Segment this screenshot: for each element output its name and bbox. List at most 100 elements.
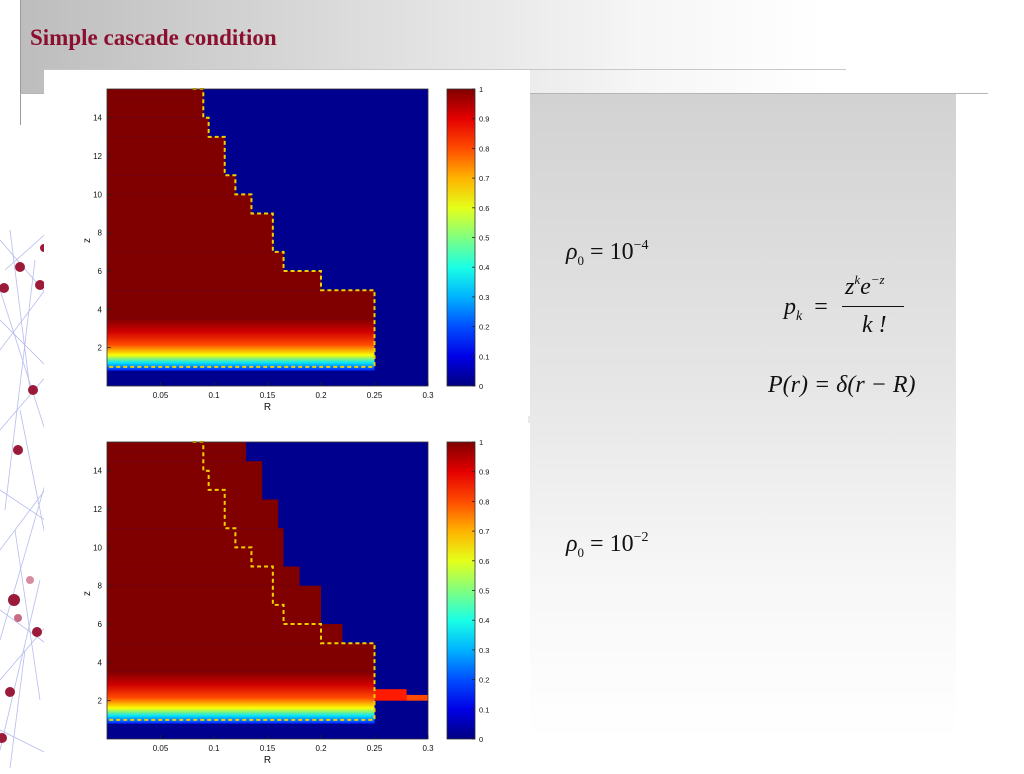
colorbar-tick-label: 0.7 (479, 527, 489, 536)
transition-band (107, 671, 375, 724)
y-tick-label: 2 (98, 344, 103, 353)
cascade-region-cell (107, 451, 247, 462)
cascade-region-cell (107, 271, 321, 291)
colorbar-tick-label: 0.8 (479, 144, 489, 153)
pk-subscript: k (796, 309, 803, 324)
colorbar-tick-label: 0.1 (479, 352, 489, 361)
colorbar-tick-label: 0.5 (479, 234, 489, 243)
y-axis-label: z (82, 238, 93, 243)
cascade-region-cell (107, 442, 247, 452)
y-tick-label: 4 (98, 658, 103, 667)
x-tick-label: 0.3 (422, 391, 434, 400)
colorbar-tick-label: 0.2 (479, 676, 489, 685)
x-tick-label: 0.15 (260, 391, 276, 400)
heatmap-chart-top: 0.05 0.1 0.15 0.2 0.25 0.3 2 4 6 8 10 12 14 Rz 0 0.1 0.2… (82, 85, 489, 413)
cascade-region-cell (107, 499, 279, 529)
y-tick-label: 10 (93, 543, 102, 552)
colorbar-tick-label: 0.5 (479, 587, 489, 596)
colorbar (446, 88, 476, 387)
equals-sign: = (590, 239, 604, 265)
cascade-region-cell (107, 213, 273, 252)
cascade-region-cell (107, 566, 300, 586)
y-tick-label: 12 (93, 505, 102, 514)
cascade-region-cell (107, 194, 252, 214)
delta-distribution-equation: P(r) = δ(r − R) (768, 372, 916, 398)
colorbar-tick-label: 0 (479, 382, 483, 391)
colorbar-tick-label: 0.2 (479, 323, 489, 332)
pk-equals: = (814, 294, 828, 320)
x-tick-label: 0.1 (208, 744, 220, 753)
pk-num-exp: −z (870, 272, 885, 287)
colorbar-tick-label: 0.6 (479, 557, 489, 566)
rho-exponent: −2 (633, 530, 649, 545)
colorbar-tick-label: 0.3 (479, 293, 489, 302)
cascade-region-cell (107, 585, 321, 625)
rho-base: 10 (609, 531, 634, 557)
cascade-region-cell (107, 528, 284, 567)
x-tick-label: 0.3 (422, 744, 434, 753)
heatmap-chart-bottom: 0.05 0.1 0.15 0.2 0.25 0.3 2 4 6 8 10 12 14 Rz 0 0.1 0.2… (82, 438, 489, 766)
cascade-region-cell (107, 251, 284, 272)
rho-equation-top: ρ0 = 10−4 (566, 238, 648, 269)
transition-band (406, 694, 428, 701)
cascade-region-cell (107, 461, 263, 500)
transition-band (107, 318, 375, 371)
colorbar-tick-label: 1 (479, 85, 483, 94)
pk-num-z: z (845, 274, 855, 300)
x-tick-label: 0.05 (153, 391, 169, 400)
colorbar-tick-label: 0.1 (479, 705, 489, 714)
colorbar-tick-label: 0.7 (479, 174, 489, 183)
cascade-region-cell (107, 290, 375, 319)
pk-num-e: e (860, 274, 871, 300)
fraction-bar (842, 306, 904, 307)
cascade-region-cell (107, 624, 343, 644)
cascade-region-cell (107, 89, 204, 99)
colorbar-tick-label: 0.9 (479, 115, 489, 124)
rho-subscript: 0 (577, 253, 585, 268)
pk-denominator: k ! (862, 312, 887, 338)
x-tick-label: 0.2 (315, 391, 327, 400)
cascade-region-cell (107, 175, 236, 195)
rho-equation-bottom: ρ0 = 10−2 (566, 530, 648, 561)
colorbar-tick-label: 1 (479, 438, 483, 447)
y-tick-label: 10 (93, 190, 102, 199)
y-tick-label: 4 (98, 305, 103, 314)
y-tick-label: 8 (98, 229, 103, 238)
equation-panel (528, 94, 956, 740)
colorbar-tick-label: 0.4 (479, 616, 489, 625)
cascade-region-cell (107, 136, 225, 176)
pk-num-k: k (854, 272, 861, 287)
header-edge-line (20, 0, 21, 125)
pk-symbol: p (784, 294, 796, 320)
rho-subscript: 0 (577, 545, 585, 560)
x-tick-label: 0.25 (367, 391, 383, 400)
y-tick-label: 8 (98, 582, 103, 591)
colorbar-tick-label: 0.3 (479, 646, 489, 655)
x-axis-label: R (264, 402, 271, 413)
pk-lhs: pk = (784, 294, 828, 325)
x-tick-label: 0.25 (367, 744, 383, 753)
transition-band (374, 689, 407, 701)
x-tick-label: 0.2 (315, 744, 327, 753)
rho-symbol: ρ (566, 239, 578, 265)
rho-symbol: ρ (566, 531, 578, 557)
x-tick-label: 0.05 (153, 744, 169, 753)
rho-base: 10 (609, 239, 634, 265)
y-tick-label: 14 (93, 467, 102, 476)
cascade-region-cell (107, 117, 209, 137)
colorbar-tick-label: 0.9 (479, 468, 489, 477)
y-tick-label: 12 (93, 152, 102, 161)
colorbar-tick-label: 0 (479, 735, 483, 744)
slide-title: Simple cascade condition (30, 25, 277, 50)
x-tick-label: 0.1 (208, 391, 220, 400)
colorbar-tick-label: 0.6 (479, 204, 489, 213)
colorbar-tick-label: 0.8 (479, 497, 489, 506)
x-axis-label: R (264, 755, 271, 766)
colorbar-tick-label: 0.4 (479, 263, 489, 272)
cascade-region-cell (107, 98, 204, 118)
y-axis-label: z (82, 591, 93, 596)
y-tick-label: 2 (98, 697, 103, 706)
header-divider-inner (44, 69, 846, 70)
